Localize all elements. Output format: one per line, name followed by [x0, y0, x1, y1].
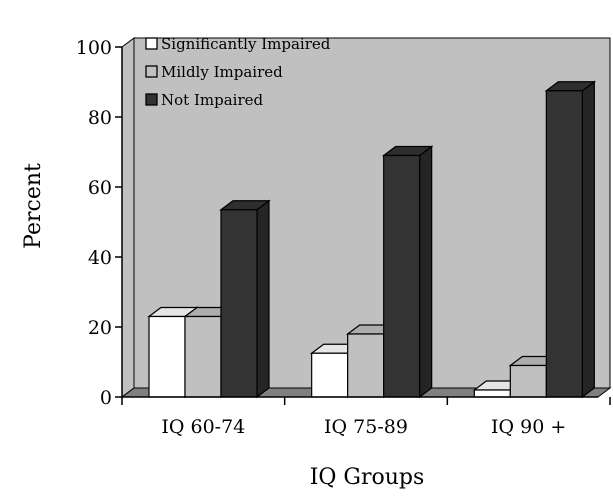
- y-tick-label-0: 0: [100, 387, 112, 409]
- y-tick-label-100: 100: [76, 37, 112, 59]
- legend-label-0: Significantly Impaired: [161, 35, 331, 53]
- x-tick-label-1: IQ 75-89: [324, 416, 408, 438]
- y-tick-label-60: 60: [88, 177, 112, 199]
- bar-2-2: [544, 80, 597, 399]
- y-tick-label-20: 20: [88, 317, 112, 339]
- axes-layer: 0 20 40 60 80 100 IQ 60-74 IQ 75-89 IQ 90 +: [76, 37, 611, 438]
- y-tick-label-80: 80: [88, 107, 112, 129]
- x-tick-label-0: IQ 60-74: [161, 416, 245, 438]
- legend-item-0: Significantly Impaired: [145, 35, 331, 53]
- x-axis-title: IQ Groups: [310, 465, 425, 490]
- legend-label-2: Not Impaired: [161, 91, 263, 109]
- x-tick-label-2: IQ 90 +: [491, 416, 566, 438]
- legend-swatch-0: [145, 37, 158, 50]
- legend-label-1: Mildly Impaired: [161, 63, 283, 81]
- legend-swatch-1: [145, 65, 158, 78]
- legend-item-1: Mildly Impaired: [145, 63, 283, 81]
- y-axis-title: Percent: [21, 163, 46, 249]
- bars-layer: [147, 80, 597, 399]
- legend: Significantly Impaired Mildly Impaired Not…: [145, 35, 331, 109]
- bar-2-1: [381, 145, 434, 399]
- y-tick-label-40: 40: [88, 247, 112, 269]
- plot-side-wall: [121, 37, 135, 398]
- legend-swatch-2: [145, 93, 158, 106]
- legend-item-2: Not Impaired: [145, 91, 263, 109]
- bar-2-0: [219, 199, 271, 399]
